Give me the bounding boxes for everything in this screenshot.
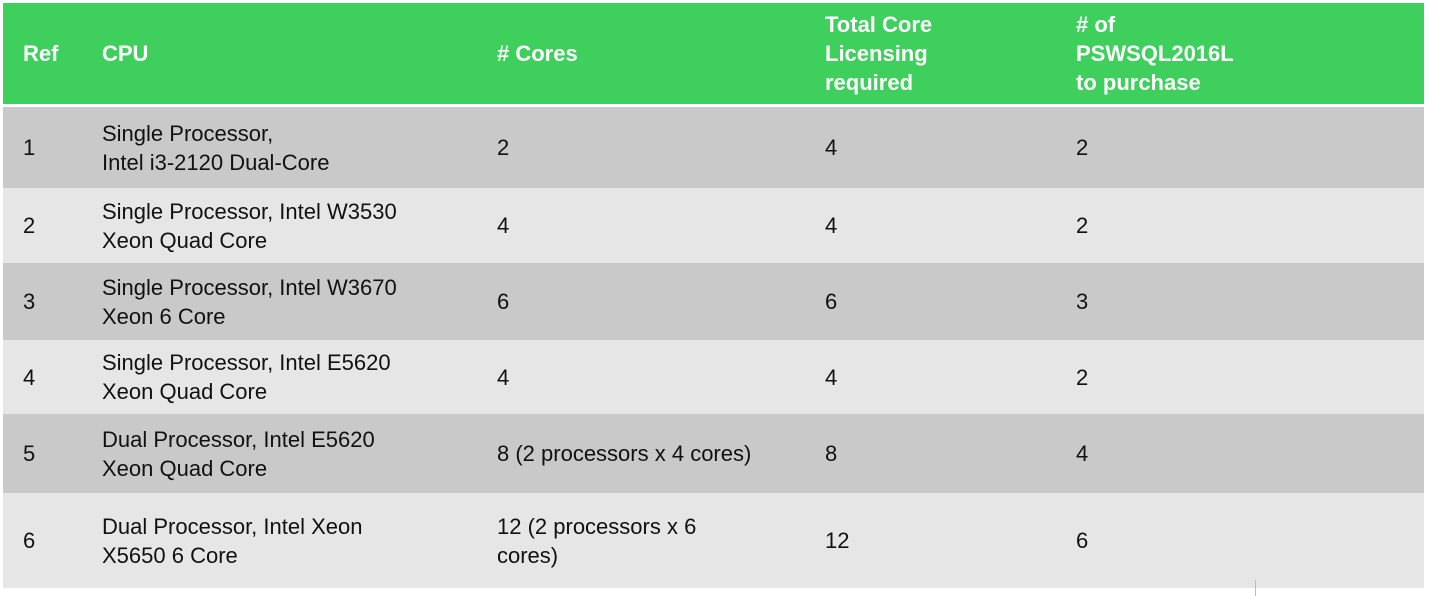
header-row: Ref CPU # Cores Total Core Licensing requir… [3, 3, 1424, 104]
table-cell: 4 [1076, 441, 1089, 466]
table-cell: 1 [23, 135, 36, 160]
table-cell: 6 [23, 528, 36, 553]
table-cell: 3 [23, 289, 36, 314]
table-cell: 4 [825, 213, 838, 238]
header-cell: CPU [102, 41, 149, 66]
table-row: 2 Single Processor, Intel W3530 Xeon Quad… [3, 188, 1424, 263]
table-cell: 8 (2 processors x 4 cores) [497, 441, 752, 466]
table-row: 4 Single Processor, Intel E5620 Xeon Quad… [3, 340, 1424, 414]
table-cell: 5 [23, 441, 36, 466]
table-cell: Single Processor, Intel W3670 Xeon 6 Cor… [102, 274, 397, 329]
header-cell: Total Core Licensing required [825, 12, 933, 95]
table-cell: 6 [825, 289, 838, 314]
table-cell: 3 [1076, 289, 1089, 314]
table-row: 6 Dual Processor, Intel Xeon X5650 6 Core… [3, 493, 1424, 588]
table-cell: 12 (2 processors x 6 cores) [497, 513, 697, 568]
table-cell: 6 [1076, 528, 1089, 553]
table-cell: Dual Processor, Intel E5620 Xeon Quad Co… [102, 426, 375, 481]
table-row: 5 Dual Processor, Intel E5620 Xeon Quad C… [3, 414, 1424, 493]
header-cell: # of PSWSQL2016L to purchase [1076, 12, 1234, 95]
table-cell: Single Processor, Intel i3-2120 Dual-Cor… [102, 120, 330, 175]
table-cell: 8 [825, 441, 838, 466]
header-cell: Ref [23, 41, 59, 66]
table-cell: 4 [825, 135, 838, 160]
table-row: 3 Single Processor, Intel W3670 Xeon 6 Co… [3, 263, 1424, 340]
table-cell: 2 [497, 135, 510, 160]
table-cell: 4 [497, 364, 510, 390]
table-cell: 2 [1076, 213, 1089, 238]
divider [1255, 580, 1256, 596]
table-cell: Single Processor, Intel E5620 Xeon Quad … [102, 350, 391, 404]
table-cell: Single Processor, Intel W3530 Xeon Quad … [102, 198, 397, 253]
table-cell: 12 [825, 528, 850, 553]
table-cell: Dual Processor, Intel Xeon X5650 6 Core [102, 513, 363, 568]
table-cell: 4 [825, 364, 838, 390]
header-cell: # Cores [497, 41, 578, 66]
table-row: 1 Single Processor, Intel i3-2120 Dual-Co… [3, 107, 1424, 188]
table-cell: 4 [497, 213, 510, 238]
table-cell: 6 [497, 289, 510, 314]
table-cell: 2 [23, 213, 36, 238]
table-cell: 2 [1076, 135, 1089, 160]
table-cell: 4 [23, 364, 36, 390]
table-cell: 2 [1076, 364, 1089, 390]
